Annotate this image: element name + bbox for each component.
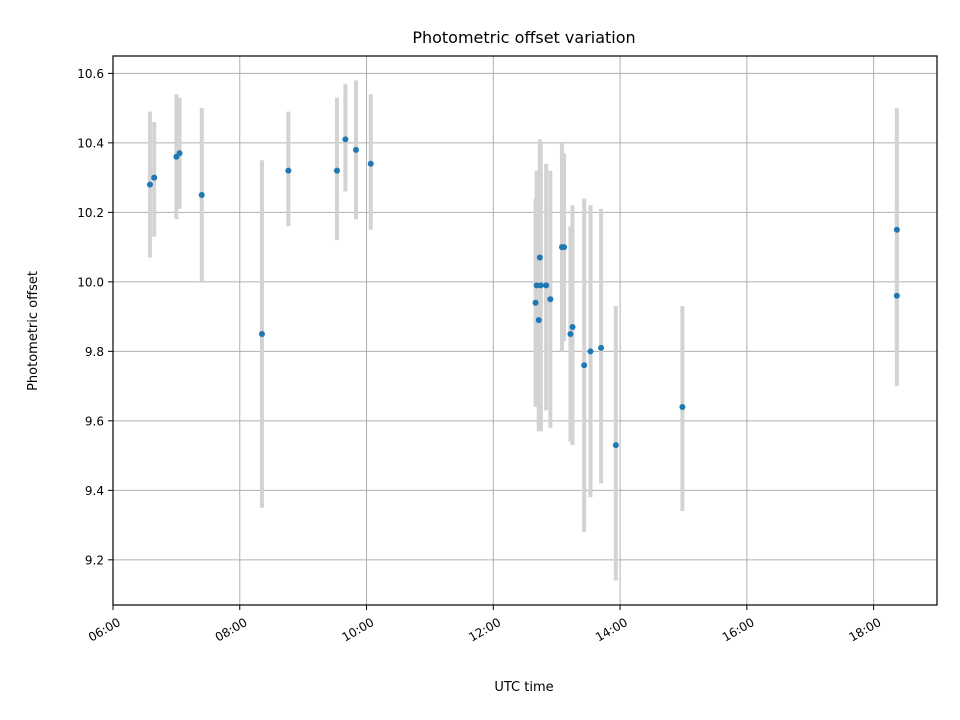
y-tick-label: 9.8 — [85, 345, 104, 359]
y-tick-label: 9.2 — [85, 553, 104, 567]
grid — [112, 56, 937, 605]
data-point — [537, 282, 544, 289]
data-point — [893, 226, 900, 233]
y-tick-label: 10.2 — [77, 206, 104, 220]
data-point — [333, 167, 340, 174]
x-axis-label: UTC time — [494, 680, 553, 695]
y-axis-label: Photometric offset — [26, 271, 41, 391]
y-tick-label: 9.6 — [85, 414, 104, 428]
data-point — [367, 160, 374, 167]
data-point — [536, 254, 543, 261]
x-tick-label: 08:00 — [213, 615, 250, 644]
plot-frame — [112, 55, 938, 606]
data-point — [532, 299, 539, 306]
data-point — [285, 167, 292, 174]
data-point — [612, 442, 619, 449]
data-point — [533, 282, 540, 289]
data-point — [567, 330, 574, 337]
data-point — [598, 344, 605, 351]
data-point — [547, 296, 554, 303]
data-point — [146, 181, 153, 188]
data-point — [352, 146, 359, 153]
data-point — [258, 330, 265, 337]
x-tick-label: 18:00 — [847, 615, 884, 644]
data-point — [581, 362, 588, 369]
data-point — [151, 174, 158, 181]
data-point — [342, 136, 349, 143]
data-point — [569, 324, 576, 331]
data-point — [561, 244, 568, 251]
data-point — [587, 348, 594, 355]
data-point — [893, 292, 900, 299]
data-point — [198, 191, 205, 198]
y-tick-label: 10.6 — [77, 67, 104, 81]
data-point — [679, 403, 686, 410]
x-tick-label: 16:00 — [720, 615, 757, 644]
y-tick-label: 10.4 — [77, 136, 104, 150]
y-tick-label: 9.4 — [85, 484, 104, 498]
error-bars — [147, 80, 899, 581]
x-tick-label: 14:00 — [593, 615, 630, 644]
x-tick-label: 06:00 — [86, 615, 123, 644]
y-tick-label: 10.0 — [77, 275, 104, 289]
x-tick-label: 12:00 — [466, 615, 503, 644]
x-tick-label: 10:00 — [339, 615, 376, 644]
data-point — [535, 317, 542, 324]
y-axis-ticks: 9.2 9.4 9.6 9.8 10.0 10.2 10.4 10.6 — [77, 67, 113, 567]
data-points — [146, 136, 900, 449]
chart-title: Photometric offset variation — [412, 28, 635, 47]
x-axis-ticks: 06:00 08:00 10:00 12:00 14:00 16:00 18:00 — [86, 605, 884, 645]
data-point — [543, 282, 550, 289]
data-point — [176, 150, 183, 157]
